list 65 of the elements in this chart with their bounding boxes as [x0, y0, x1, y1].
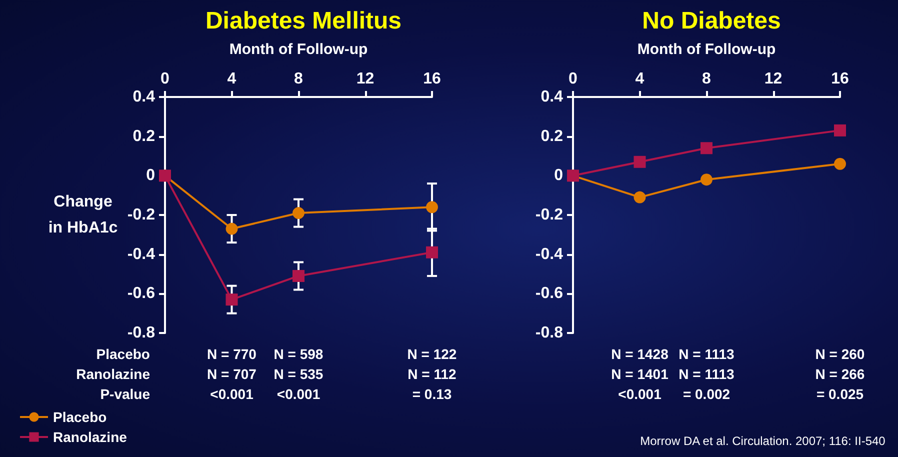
text: <0.001	[276, 386, 320, 402]
x-axis-title: Month of Follow-up	[637, 41, 776, 58]
point	[226, 294, 238, 306]
y-axis-title: Change in HbA1c	[48, 194, 118, 236]
x-tick-label: 16	[423, 70, 441, 88]
y-tick-label: -0.4	[535, 246, 564, 263]
text: N = 707	[207, 366, 257, 382]
text: Placebo	[96, 346, 150, 362]
text: <0.001	[618, 386, 662, 402]
x-tick-label: 0	[568, 70, 578, 88]
text: N = 260	[815, 346, 865, 362]
legend-label: Ranolazine	[53, 429, 128, 445]
point	[634, 191, 646, 204]
x-tick-label: 8	[294, 70, 304, 88]
text: Morrow DA et al. Circulation. 2007; 116: II-540	[640, 434, 886, 448]
x-axis-title: Month of Follow-up	[229, 41, 368, 58]
y-tick-label: 0.4	[132, 88, 156, 106]
x-tick-label: 4	[635, 70, 644, 88]
text: N = 266	[815, 366, 865, 382]
text: N = 1113	[678, 366, 735, 382]
text: N = 1401	[611, 366, 669, 382]
point	[634, 156, 646, 168]
y-tick-label: -0.6	[127, 285, 156, 302]
y-tick-label: 0.2	[132, 128, 156, 145]
point	[426, 246, 438, 258]
y-tick-label: -0.2	[535, 206, 564, 224]
text: <0.001	[210, 386, 254, 402]
text: = 0.025	[816, 386, 864, 402]
y-tick-label: 0.4	[540, 88, 564, 106]
text: = 0.002	[682, 386, 730, 402]
text: Ranolazine	[76, 366, 150, 382]
y-tick-label: -0.4	[127, 246, 156, 263]
y-tick-label: -0.6	[535, 285, 564, 302]
text: N = 112	[408, 366, 457, 382]
x-tick-label: 0	[160, 70, 170, 88]
x-tick-label: 12	[764, 70, 782, 88]
text: N = 598	[274, 346, 324, 362]
x-tick-label: 16	[831, 70, 849, 88]
x-tick-label: 4	[227, 70, 236, 88]
chart-title: No Diabetes	[642, 8, 781, 34]
point	[834, 158, 846, 170]
point	[292, 207, 304, 220]
point	[292, 270, 304, 282]
y-tick-label: 0.2	[540, 128, 564, 145]
legend-label: Placebo	[53, 409, 107, 425]
text: N = 122	[407, 346, 457, 362]
x-tick-label: 12	[356, 70, 374, 88]
y-tick-label: 0	[146, 167, 156, 184]
point	[700, 142, 712, 154]
y-tick-label: -0.8	[127, 324, 156, 342]
y-tick-label: 0	[554, 167, 564, 184]
point	[834, 124, 846, 136]
x-tick-label: 8	[702, 70, 712, 88]
text: N = 535	[274, 366, 324, 382]
text: N = 1113	[678, 346, 735, 362]
point	[226, 222, 238, 235]
chart-title: Diabetes Mellitus	[205, 8, 402, 34]
y-tick-label: -0.2	[127, 206, 156, 224]
text: N = 1428	[611, 346, 669, 362]
text: = 0.13	[412, 386, 452, 402]
text: N = 770	[207, 346, 257, 362]
text: P-value	[100, 386, 150, 402]
point	[700, 174, 712, 186]
y-tick-label: -0.8	[535, 324, 564, 342]
point	[426, 201, 438, 214]
